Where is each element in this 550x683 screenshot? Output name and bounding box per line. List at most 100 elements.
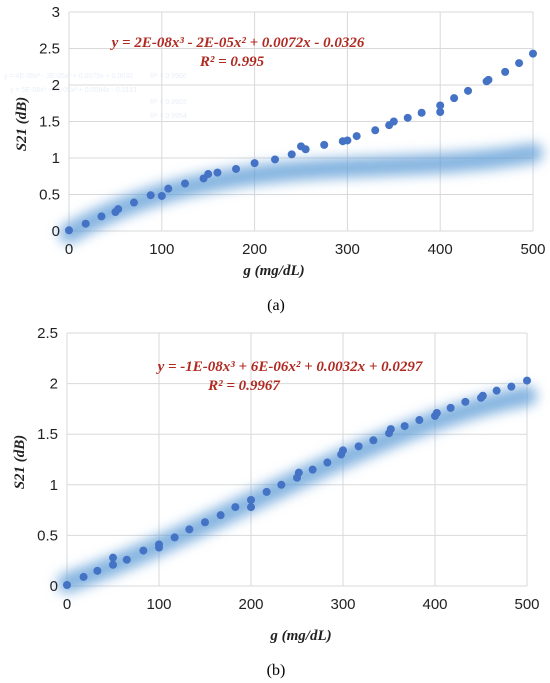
chart-a-data-point: [320, 140, 329, 149]
chart-a-y-tick-label: 2.5: [39, 41, 60, 58]
chart-a-y-tick-label: 0: [52, 223, 60, 240]
chart-a-x-tick-label: 300: [335, 241, 360, 258]
chart-b-y-tick-label: 0.5: [37, 527, 58, 544]
faint-background-text: y = 4E-08x³ - 3E-05x² + 0.0075x + 0.0032…: [4, 73, 187, 120]
chart-b-data-point: [386, 425, 395, 434]
chart-a-data-point: [213, 168, 222, 177]
chart-b-data-point: [277, 480, 286, 489]
chart-a-data-point: [436, 108, 445, 117]
chart-a-data-point: [436, 101, 445, 110]
chart-b-x-tick-label: 500: [514, 596, 539, 613]
chart-b-y-tick-label: 1.5: [37, 426, 58, 443]
chart-b-data-point: [170, 533, 179, 542]
chart-a-data-point: [65, 226, 73, 235]
chart-a-data-point: [301, 145, 310, 154]
chart-a-data-point: [464, 86, 473, 95]
chart-a-trendline-equation: y = 2E-08x³ - 2E-05x² + 0.0072x - 0.0326: [110, 35, 365, 51]
chart-b: 0 0.5 1 1.5 2 2.5 0 100 200 300 400 500 …: [12, 325, 540, 679]
chart-b-data-point: [231, 503, 240, 512]
chart-a-data-point: [271, 155, 280, 164]
chart-a-x-tick-label: 400: [428, 241, 453, 258]
faint-background-r2-1: R² = 0.9966: [150, 73, 187, 80]
chart-b-data-point: [446, 403, 455, 412]
faint-background-equation-2: y = 5E-08x³ - 4E-05x² + 0.0084x - 0.0161: [10, 87, 137, 94]
chart-b-data-point: [247, 495, 255, 504]
chart-a-data-point: [97, 212, 106, 221]
chart-b-data-point: [63, 580, 71, 589]
chart-b-data-point: [294, 468, 303, 477]
chart-a-data-point: [250, 159, 259, 168]
chart-a-data-point: [501, 67, 510, 76]
chart-a-data-point: [450, 94, 459, 103]
chart-b-data-point: [492, 386, 501, 395]
chart-b-data-point: [323, 458, 332, 467]
chart-b-data-point: [79, 572, 88, 581]
chart-b-data-point: [523, 376, 531, 385]
chart-a-y-tick-label: 0.5: [39, 187, 60, 204]
chart-b-data-point: [155, 540, 163, 549]
chart-b-data-point: [247, 503, 255, 512]
chart-b-data-point: [201, 518, 209, 527]
chart-b-trendline-glow: [57, 385, 537, 593]
chart-a-data-point: [204, 170, 213, 179]
panel-label-b: (b): [267, 662, 286, 679]
chart-a: 0 0.5 1 1.5 2 2.5 3 0 100 200 300 400 50…: [14, 4, 546, 314]
chart-a-trendline: [59, 143, 543, 244]
chart-a-data-point: [403, 113, 412, 122]
chart-b-data-point: [139, 546, 148, 555]
chart-b-r-squared: R² = 0.9967: [207, 378, 280, 394]
chart-b-data-point: [262, 487, 271, 496]
chart-a-data-points: [65, 49, 537, 235]
panel-label-a: (a): [267, 297, 285, 314]
chart-b-x-tick-label: 300: [330, 596, 355, 613]
chart-a-data-point: [515, 59, 524, 68]
chart-b-x-axis-title: g (mg/dL): [269, 628, 331, 644]
chart-b-data-point: [461, 397, 470, 406]
chart-b-data-point: [478, 391, 487, 400]
chart-b-data-point: [369, 436, 378, 445]
chart-b-trendline: [57, 385, 537, 593]
chart-a-y-tick-label: 2: [52, 77, 60, 94]
chart-b-data-point: [122, 555, 131, 564]
chart-a-data-point: [181, 179, 189, 188]
chart-b-trendline-equation: y = -1E-08x³ + 6E-06x² + 0.0032x + 0.029…: [156, 359, 423, 375]
chart-b-data-point: [432, 408, 441, 417]
chart-a-x-tick-labels: 0 100 200 300 400 500: [65, 241, 546, 258]
chart-b-data-point: [308, 465, 317, 474]
chart-a-r-squared: R² = 0.995: [199, 54, 265, 70]
chart-a-x-tick-label: 500: [520, 241, 545, 258]
chart-a-data-point: [371, 126, 380, 135]
chart-a-gridlines: [68, 11, 534, 232]
chart-a-x-axis-title: g (mg/dL): [242, 263, 304, 279]
chart-b-y-tick-label: 2.5: [37, 325, 58, 342]
chart-a-y-tick-label: 1.5: [39, 114, 60, 131]
chart-b-data-point: [185, 525, 194, 534]
chart-b-data-points: [63, 376, 531, 589]
chart-a-y-tick-label: 1: [52, 150, 60, 167]
chart-a-data-point: [146, 191, 155, 200]
chart-b-y-tick-label: 1: [50, 477, 58, 494]
chart-b-x-tick-labels: 0 100 200 300 400 500: [63, 596, 540, 613]
chart-b-y-tick-label: 0: [50, 578, 58, 595]
chart-a-data-point: [164, 184, 173, 193]
chart-a-x-tick-label: 100: [149, 241, 174, 258]
chart-b-x-tick-label: 200: [238, 596, 263, 613]
chart-a-y-tick-label: 3: [52, 4, 60, 21]
chart-a-data-point: [529, 49, 537, 58]
chart-b-y-tick-label: 2: [50, 376, 58, 393]
chart-a-data-point: [81, 219, 90, 228]
chart-b-data-point: [109, 560, 117, 569]
chart-a-data-point: [484, 75, 493, 84]
chart-b-data-point: [415, 416, 424, 425]
chart-a-data-point: [389, 117, 398, 126]
chart-b-data-point: [93, 566, 102, 575]
chart-b-y-tick-labels: 0 0.5 1 1.5 2 2.5: [37, 325, 58, 595]
chart-b-data-point: [339, 446, 347, 455]
chart-a-data-point: [417, 108, 426, 117]
chart-b-x-tick-label: 0: [63, 596, 71, 613]
chart-a-data-point: [232, 164, 241, 173]
chart-a-trendline-glow: [59, 143, 543, 244]
chart-b-data-point: [507, 382, 516, 391]
chart-a-x-tick-label: 200: [242, 241, 267, 258]
